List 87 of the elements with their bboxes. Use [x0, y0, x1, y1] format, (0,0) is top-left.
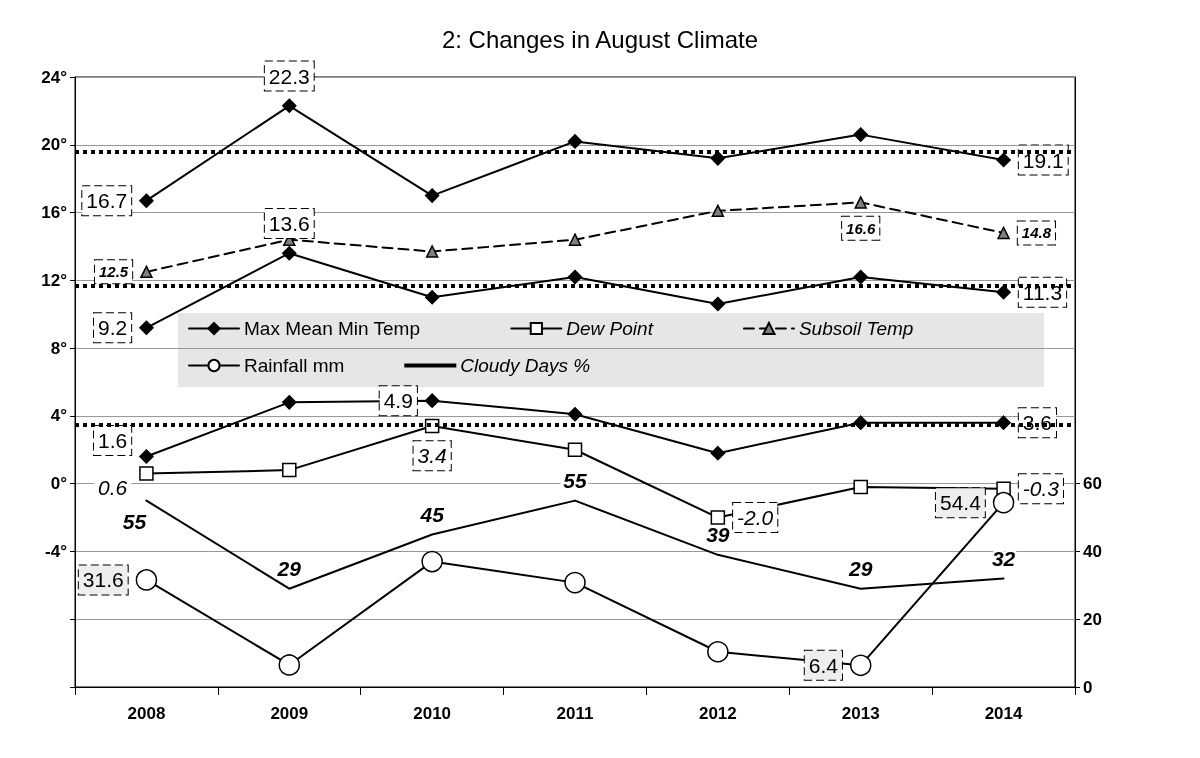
y-tick-label: 0°	[50, 474, 68, 494]
point	[424, 290, 440, 305]
data-label: 6.4	[808, 653, 839, 677]
legend-label: Max Mean Min Temp	[244, 318, 420, 339]
data-label: 54.4	[939, 491, 982, 515]
data-label: 14.8	[1021, 224, 1052, 242]
data-label: 22.3	[268, 64, 310, 88]
point	[282, 245, 297, 261]
legend-label: Dew Point	[566, 318, 654, 339]
point	[710, 296, 726, 312]
data-label: 45	[419, 502, 445, 526]
point	[139, 466, 154, 481]
legend-label: Rainfall mm	[244, 355, 345, 376]
y-tick-label: 4°	[50, 406, 68, 426]
point	[710, 510, 726, 525]
point	[567, 134, 583, 149]
data-label: 29	[848, 556, 873, 580]
data-label: 3.4	[417, 444, 447, 468]
data-label: 13.6	[268, 211, 310, 235]
point	[711, 204, 725, 218]
data-label: 39	[706, 522, 730, 546]
point	[424, 188, 440, 203]
point	[567, 406, 583, 422]
point	[425, 245, 439, 258]
point	[282, 395, 297, 410]
y-tick-label: 16°	[41, 203, 68, 223]
point	[853, 127, 868, 142]
x-tick-label: 2009	[270, 704, 309, 723]
point	[854, 196, 867, 209]
data-label: 1.6	[97, 429, 128, 453]
data-label: 4.9	[383, 389, 413, 413]
point	[140, 265, 153, 279]
point	[707, 641, 729, 663]
data-label: -0.3	[1022, 477, 1060, 501]
x-tick-label: 2012	[698, 704, 737, 723]
point	[421, 550, 443, 573]
point	[139, 320, 154, 336]
data-label: 29	[276, 556, 302, 580]
y-tick-label: 24°	[41, 67, 68, 87]
point	[853, 269, 868, 285]
point	[853, 479, 868, 495]
point	[992, 491, 1015, 514]
data-label: 3.6	[1022, 411, 1053, 435]
data-label: 32	[991, 546, 1016, 570]
point	[849, 654, 872, 677]
x-tick-label: 2010	[413, 704, 452, 723]
data-label: 0.6	[97, 476, 128, 499]
x-tick-label: 2013	[841, 704, 880, 723]
y2-tick-label: 60	[1083, 474, 1102, 494]
point	[568, 233, 582, 246]
chart-title: 2: Changes in August Climate	[441, 25, 759, 53]
y-tick-label: 12°	[41, 270, 68, 290]
y2-tick-label: 40	[1083, 541, 1102, 561]
point	[282, 98, 297, 114]
point	[567, 442, 583, 458]
point	[424, 393, 440, 408]
data-label: -2.0	[737, 506, 774, 530]
x-tick-label: 2008	[127, 704, 166, 723]
y2-tick-label: 20	[1083, 609, 1102, 629]
point	[278, 654, 301, 676]
y-tick-label: 20°	[41, 135, 68, 155]
y2-tick-label: 0	[1083, 677, 1093, 697]
y-tick-label: 8°	[50, 338, 68, 358]
point	[139, 449, 154, 464]
point	[997, 226, 1010, 240]
point	[710, 445, 726, 461]
data-label: 31.6	[82, 568, 124, 592]
y-tick-label: -4°	[45, 541, 68, 561]
point	[564, 571, 586, 594]
point	[282, 462, 297, 478]
data-label: 55	[563, 468, 587, 492]
data-label: 55	[122, 509, 147, 533]
data-label: 16.7	[86, 189, 128, 213]
legend-label: Cloudy Days %	[460, 355, 591, 376]
point	[567, 269, 583, 285]
data-label: 19.1	[1022, 148, 1064, 172]
x-tick-label: 2014	[984, 704, 1024, 723]
legend-label: Subsoil Temp	[798, 318, 914, 339]
point	[139, 193, 154, 208]
point	[996, 284, 1011, 300]
data-label: 16.6	[846, 219, 876, 237]
point	[710, 151, 726, 166]
point	[135, 569, 158, 591]
data-label: 9.2	[97, 316, 128, 340]
point	[996, 152, 1011, 168]
x-tick-label: 2011	[556, 704, 594, 723]
data-label: 12.5	[98, 263, 129, 281]
